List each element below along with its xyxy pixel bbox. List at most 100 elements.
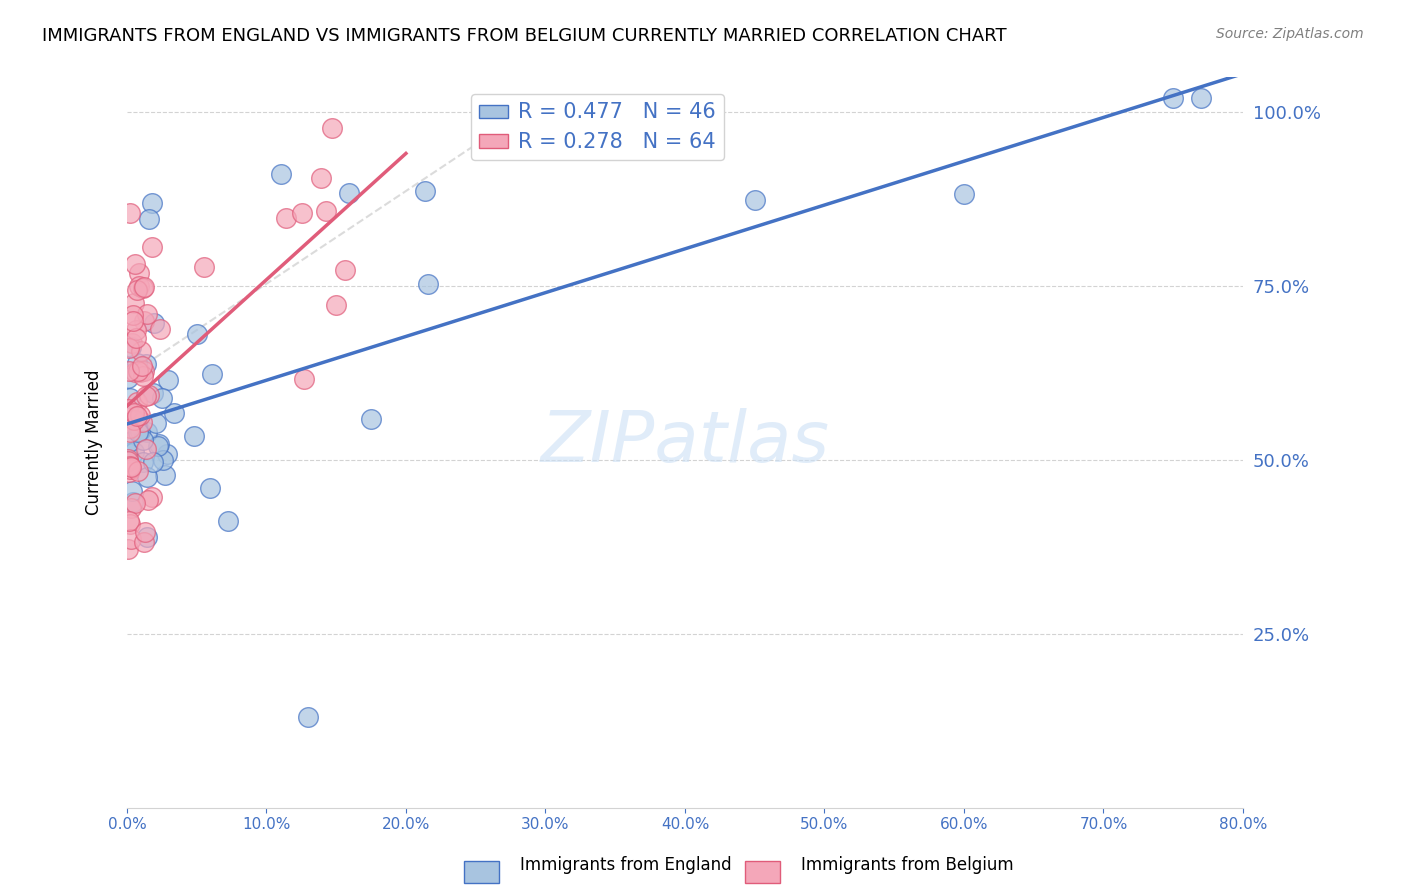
Immigrants from England — [1161, 91, 1184, 105]
Immigrants from England — [117, 370, 139, 384]
Immigrants from England — [118, 435, 141, 450]
Immigrants from Belgium — [120, 206, 142, 220]
Immigrants from Belgium — [132, 314, 155, 328]
Immigrants from England — [145, 416, 167, 430]
Immigrants from Belgium — [138, 388, 160, 402]
Immigrants from England — [156, 447, 179, 461]
Immigrants from Belgium — [120, 459, 142, 474]
Immigrants from Belgium — [120, 459, 142, 474]
Immigrants from England — [339, 186, 361, 201]
Immigrants from Belgium — [134, 525, 156, 540]
Immigrants from England — [125, 356, 148, 370]
Immigrants from Belgium — [141, 240, 163, 254]
Immigrants from Belgium — [122, 406, 145, 420]
Immigrants from Belgium — [124, 295, 146, 310]
Immigrants from Belgium — [122, 413, 145, 427]
Immigrants from England — [136, 425, 159, 439]
Immigrants from England — [297, 710, 319, 724]
Immigrants from England — [157, 372, 180, 386]
Immigrants from Belgium — [141, 490, 163, 504]
Y-axis label: Currently Married: Currently Married — [86, 370, 103, 516]
Immigrants from Belgium — [117, 541, 139, 556]
Immigrants from Belgium — [132, 363, 155, 377]
Immigrants from Belgium — [132, 368, 155, 383]
Immigrants from Belgium — [117, 454, 139, 468]
Immigrants from England — [744, 193, 766, 207]
Immigrants from Belgium — [128, 279, 150, 293]
Immigrants from England — [118, 391, 141, 405]
Immigrants from Belgium — [134, 280, 156, 294]
Text: Source: ZipAtlas.com: Source: ZipAtlas.com — [1216, 27, 1364, 41]
Legend: R = 0.477   N = 46, R = 0.278   N = 64: R = 0.477 N = 46, R = 0.278 N = 64 — [471, 95, 724, 160]
Immigrants from England — [122, 494, 145, 508]
Immigrants from Belgium — [118, 461, 141, 475]
Immigrants from Belgium — [325, 298, 347, 312]
Immigrants from England — [141, 455, 163, 469]
Immigrants from Belgium — [121, 313, 143, 327]
Immigrants from Belgium — [132, 535, 155, 549]
Immigrants from Belgium — [125, 283, 148, 297]
Immigrants from Belgium — [120, 500, 142, 515]
Immigrants from Belgium — [125, 395, 148, 409]
Immigrants from Belgium — [274, 211, 297, 225]
Immigrants from England — [129, 424, 152, 438]
Immigrants from Belgium — [132, 280, 155, 294]
Immigrants from Belgium — [149, 322, 172, 336]
Immigrants from England — [117, 446, 139, 460]
Immigrants from England — [148, 439, 170, 453]
Immigrants from Belgium — [124, 365, 146, 379]
Immigrants from Belgium — [129, 343, 152, 358]
Immigrants from Belgium — [309, 171, 332, 186]
Immigrants from England — [270, 167, 292, 181]
Immigrants from Belgium — [292, 372, 315, 386]
Immigrants from England — [186, 327, 208, 342]
Immigrants from Belgium — [135, 442, 157, 456]
Text: Immigrants from Belgium: Immigrants from Belgium — [801, 856, 1014, 874]
Immigrants from Belgium — [120, 425, 142, 440]
Immigrants from England — [132, 455, 155, 469]
Immigrants from Belgium — [117, 452, 139, 467]
Immigrants from England — [217, 514, 239, 528]
Immigrants from England — [142, 316, 165, 330]
Immigrants from Belgium — [131, 416, 153, 430]
Immigrants from England — [150, 391, 173, 405]
Immigrants from England — [416, 277, 439, 291]
Immigrants from Belgium — [120, 532, 142, 546]
Immigrants from Belgium — [128, 409, 150, 423]
Immigrants from Belgium — [120, 516, 142, 531]
Immigrants from Belgium — [131, 359, 153, 374]
Immigrants from Belgium — [124, 496, 146, 510]
Immigrants from Belgium — [118, 341, 141, 355]
Immigrants from England — [155, 467, 177, 482]
Immigrants from Belgium — [125, 331, 148, 345]
Immigrants from England — [183, 428, 205, 442]
Immigrants from Belgium — [120, 421, 142, 435]
Immigrants from Belgium — [128, 267, 150, 281]
Immigrants from Belgium — [193, 260, 215, 275]
Immigrants from England — [413, 184, 436, 198]
Text: IMMIGRANTS FROM ENGLAND VS IMMIGRANTS FROM BELGIUM CURRENTLY MARRIED CORRELATION: IMMIGRANTS FROM ENGLAND VS IMMIGRANTS FR… — [42, 27, 1007, 45]
Immigrants from Belgium — [129, 365, 152, 379]
Immigrants from England — [148, 437, 170, 451]
Immigrants from England — [138, 211, 160, 226]
Immigrants from Belgium — [125, 323, 148, 337]
Immigrants from England — [162, 407, 184, 421]
Immigrants from England — [953, 187, 976, 202]
Immigrants from Belgium — [124, 257, 146, 271]
Immigrants from England — [360, 412, 382, 426]
Text: Immigrants from England: Immigrants from England — [520, 856, 733, 874]
Immigrants from Belgium — [127, 409, 149, 424]
Immigrants from England — [142, 386, 165, 401]
Immigrants from England — [132, 433, 155, 447]
Immigrants from England — [201, 367, 224, 381]
Immigrants from England — [141, 195, 163, 210]
Text: ZIPatlas: ZIPatlas — [540, 408, 830, 477]
Immigrants from England — [152, 452, 174, 467]
Immigrants from England — [136, 531, 159, 545]
Immigrants from Belgium — [127, 364, 149, 378]
Immigrants from England — [121, 483, 143, 498]
Immigrants from Belgium — [117, 401, 139, 416]
Immigrants from England — [127, 425, 149, 439]
Immigrants from Belgium — [135, 389, 157, 403]
Immigrants from Belgium — [136, 307, 159, 321]
